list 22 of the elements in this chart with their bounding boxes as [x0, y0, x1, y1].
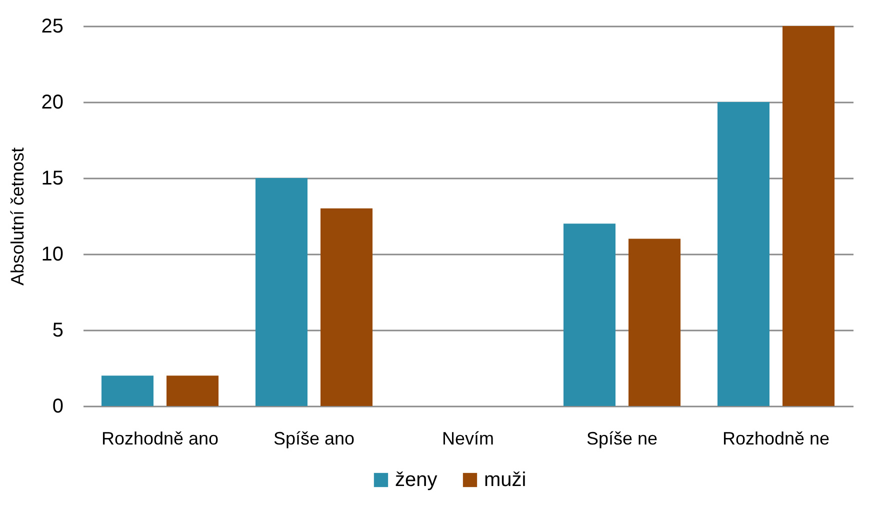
- x-tick-label: Spíše ano: [273, 428, 355, 448]
- bar: [320, 208, 373, 406]
- legend-label: ženy: [395, 469, 438, 491]
- x-tick-label: Rozhodně ne: [722, 428, 830, 448]
- bar: [255, 178, 308, 406]
- bar: [166, 376, 219, 406]
- y-tick-label: 5: [52, 320, 64, 342]
- bar: [563, 224, 616, 406]
- x-tick-label: Rozhodně ano: [101, 428, 219, 448]
- y-tick-label: 20: [41, 92, 64, 114]
- y-tick-label: 0: [52, 396, 64, 418]
- legend-label: muži: [484, 469, 526, 491]
- bar: [782, 26, 835, 406]
- x-tick-label: Spíše ne: [586, 428, 658, 448]
- y-tick-label: 25: [41, 16, 64, 38]
- y-tick-label: 10: [41, 244, 64, 266]
- y-axis-title: Absolutní četnost: [7, 147, 28, 286]
- y-tick-label: 15: [41, 168, 64, 190]
- bar: [717, 102, 770, 406]
- x-tick-label: Nevím: [442, 428, 494, 448]
- bar: [101, 376, 154, 406]
- bar: [628, 238, 681, 406]
